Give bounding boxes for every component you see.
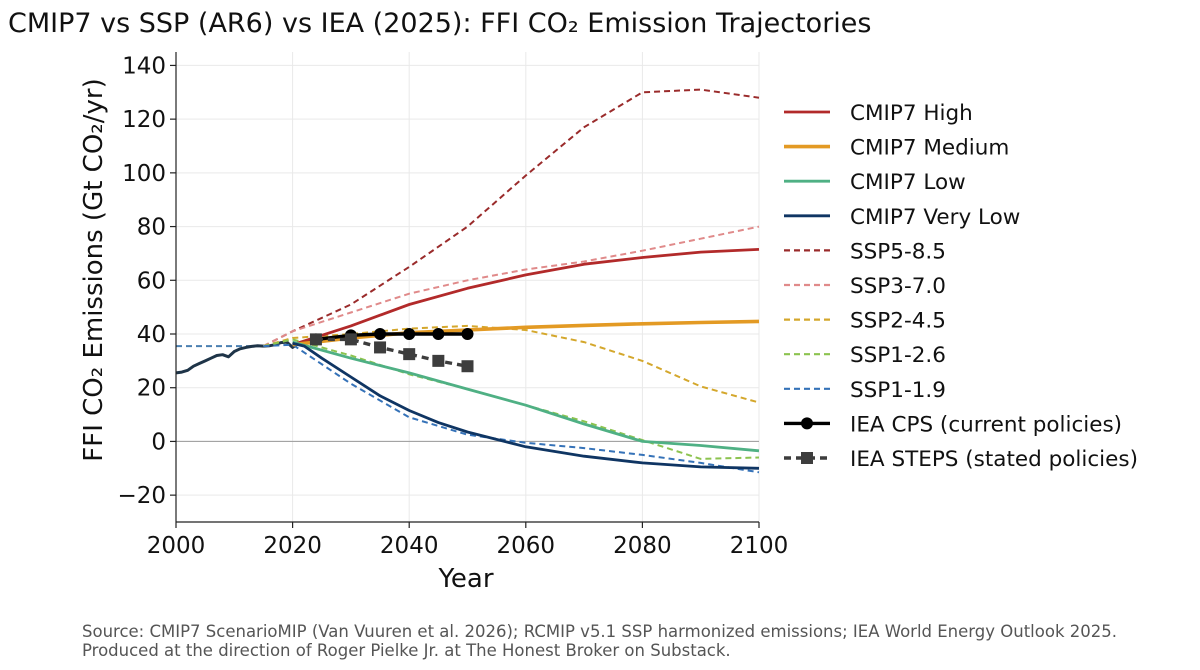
legend: CMIP7 High CMIP7 Medium CMIP7 Low CMIP7 Ver…	[784, 101, 1138, 472]
y-tick-label: 120	[122, 107, 166, 133]
x-tick-label: 2100	[730, 533, 789, 559]
x-tick-label: 2000	[147, 533, 206, 559]
chart-title: CMIP7 vs SSP (AR6) vs IEA (2025): FFI CO…	[8, 8, 872, 39]
x-tick-label: 2080	[613, 533, 672, 559]
series-line-ssp1-1-9	[263, 343, 760, 474]
marker-iea-steps-stated-policies	[461, 360, 474, 373]
x-tick-label: 2020	[263, 533, 322, 559]
legend-item-ssp1-2-6: SSP1-2.6	[784, 343, 946, 368]
legend-label: SSP5-8.5	[850, 239, 946, 264]
source-line-1: Source: CMIP7 ScenarioMIP (Van Vuuren et…	[82, 622, 1117, 641]
legend-label: SSP3-7.0	[850, 274, 946, 299]
y-tick-label: 80	[137, 215, 166, 241]
axes: 2000 2020 2040 2060 2080 2100−200204060801001…	[117, 52, 788, 559]
legend-label: SSP2-4.5	[850, 309, 946, 334]
marker-iea-steps-stated-policies	[374, 341, 387, 354]
legend-label: IEA CPS (current policies)	[850, 412, 1122, 437]
legend-label: CMIP7 Medium	[850, 136, 1009, 161]
source-line-2: Produced at the direction of Roger Pielk…	[82, 641, 731, 660]
y-tick-label: 0	[151, 429, 166, 455]
y-tick-label: 40	[137, 322, 166, 348]
marker-iea-steps-stated-policies	[432, 354, 445, 367]
y-tick-label: 20	[137, 376, 166, 402]
marker-iea-cps-current-policies	[432, 328, 445, 340]
x-axis-label: Year	[437, 564, 493, 594]
chart: CMIP7 vs SSP (AR6) vs IEA (2025): FFI CO…	[8, 8, 1138, 594]
legend-label: SSP1-1.9	[850, 378, 946, 403]
y-tick-label: 140	[122, 53, 166, 79]
legend-label: CMIP7 Very Low	[850, 205, 1020, 230]
legend-label: CMIP7 High	[850, 101, 973, 126]
y-tick-label: 60	[137, 268, 166, 294]
source-note: Source: CMIP7 ScenarioMIP (Van Vuuren et…	[82, 622, 1117, 660]
legend-item-ssp5-8-5: SSP5-8.5	[784, 239, 946, 264]
legend-item-ssp3-7-0: SSP3-7.0	[784, 274, 946, 299]
legend-item-iea-steps-stated-policies: IEA STEPS (stated policies)	[784, 447, 1138, 472]
marker-iea-steps-stated-policies	[403, 348, 416, 361]
series-layer	[175, 88, 760, 474]
legend-label: SSP1-2.6	[850, 343, 946, 368]
grid	[175, 52, 760, 522]
y-tick-label: −20	[117, 483, 166, 509]
marker-iea-steps-stated-policies	[344, 333, 357, 346]
legend-item-ssp2-4-5: SSP2-4.5	[784, 309, 946, 334]
series-line-cmip7-low	[292, 340, 760, 453]
legend-item-cmip7-medium: CMIP7 Medium	[784, 136, 1009, 161]
legend-item-cmip7-high: CMIP7 High	[784, 101, 973, 126]
legend-item-iea-cps-current-policies: IEA CPS (current policies)	[784, 412, 1122, 437]
legend-label: CMIP7 Low	[850, 170, 966, 195]
legend-marker	[801, 452, 813, 464]
series-line-ssp3-7-0	[262, 225, 760, 347]
legend-item-cmip7-very-low: CMIP7 Very Low	[784, 205, 1020, 230]
y-tick-label: 100	[122, 161, 166, 187]
historical-line	[175, 339, 311, 375]
series-line-cmip7-medium	[292, 319, 760, 347]
marker-iea-cps-current-policies	[374, 328, 387, 340]
marker-iea-steps-stated-policies	[309, 333, 322, 346]
series-line-cmip7-very-low	[292, 342, 760, 470]
series-line-iea-steps-stated-policies	[315, 337, 468, 368]
legend-label: IEA STEPS (stated policies)	[850, 447, 1138, 472]
x-tick-label: 2060	[497, 533, 556, 559]
series-line-ssp5-8-5	[262, 88, 760, 347]
legend-marker	[801, 417, 813, 430]
marker-iea-cps-current-policies	[403, 328, 416, 340]
x-tick-label: 2040	[380, 533, 439, 559]
series-line-cmip7-high	[292, 248, 760, 347]
legend-item-ssp1-1-9: SSP1-1.9	[784, 378, 946, 403]
y-axis-label: FFI CO₂ Emissions (Gt CO₂/yr)	[79, 78, 109, 461]
marker-iea-cps-current-policies	[461, 328, 474, 340]
legend-item-cmip7-low: CMIP7 Low	[784, 170, 966, 195]
